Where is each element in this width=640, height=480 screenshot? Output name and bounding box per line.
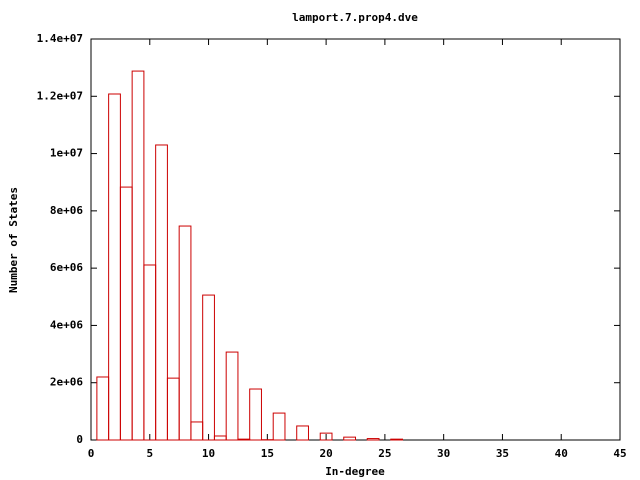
- x-tick-label: 30: [437, 447, 450, 460]
- x-tick-label: 40: [555, 447, 568, 460]
- bar: [155, 144, 168, 441]
- bar: [178, 225, 192, 441]
- bar: [108, 93, 121, 441]
- x-tick-label: 45: [613, 447, 626, 460]
- bar: [237, 438, 251, 441]
- bar: [119, 186, 133, 441]
- chart-title: lamport.7.prop4.dve: [292, 11, 418, 24]
- bar: [225, 351, 239, 441]
- y-tick-label: 1.4e+07: [37, 32, 83, 45]
- plot-border: [90, 38, 621, 441]
- y-tick-label: 0: [76, 433, 83, 446]
- bar: [213, 435, 227, 441]
- x-tick-label: 20: [319, 447, 332, 460]
- y-tick-label: 1e+07: [50, 147, 83, 160]
- y-tick-label: 6e+06: [50, 261, 83, 274]
- bar: [166, 377, 180, 441]
- y-tick-label: 1.2e+07: [37, 89, 83, 102]
- x-tick-label: 0: [88, 447, 95, 460]
- bar: [296, 425, 309, 441]
- x-axis-label: In-degree: [325, 465, 385, 478]
- bar: [249, 388, 262, 441]
- bar: [202, 294, 215, 441]
- x-tick-label: 15: [261, 447, 274, 460]
- x-tick-label: 25: [378, 447, 391, 460]
- bar: [96, 376, 110, 441]
- x-tick-label: 5: [146, 447, 153, 460]
- bar: [366, 438, 380, 441]
- bar: [319, 432, 333, 441]
- y-tick-label: 2e+06: [50, 376, 83, 389]
- bar: [343, 436, 357, 441]
- y-tick-label: 8e+06: [50, 204, 83, 217]
- y-axis-label: Number of States: [7, 187, 20, 293]
- bar: [190, 421, 204, 441]
- y-tick-label: 4e+06: [50, 318, 83, 331]
- bar: [131, 70, 145, 441]
- bar: [390, 438, 404, 441]
- x-tick-label: 10: [202, 447, 215, 460]
- x-tick-label: 35: [496, 447, 509, 460]
- bar: [143, 264, 157, 441]
- bar: [272, 412, 286, 441]
